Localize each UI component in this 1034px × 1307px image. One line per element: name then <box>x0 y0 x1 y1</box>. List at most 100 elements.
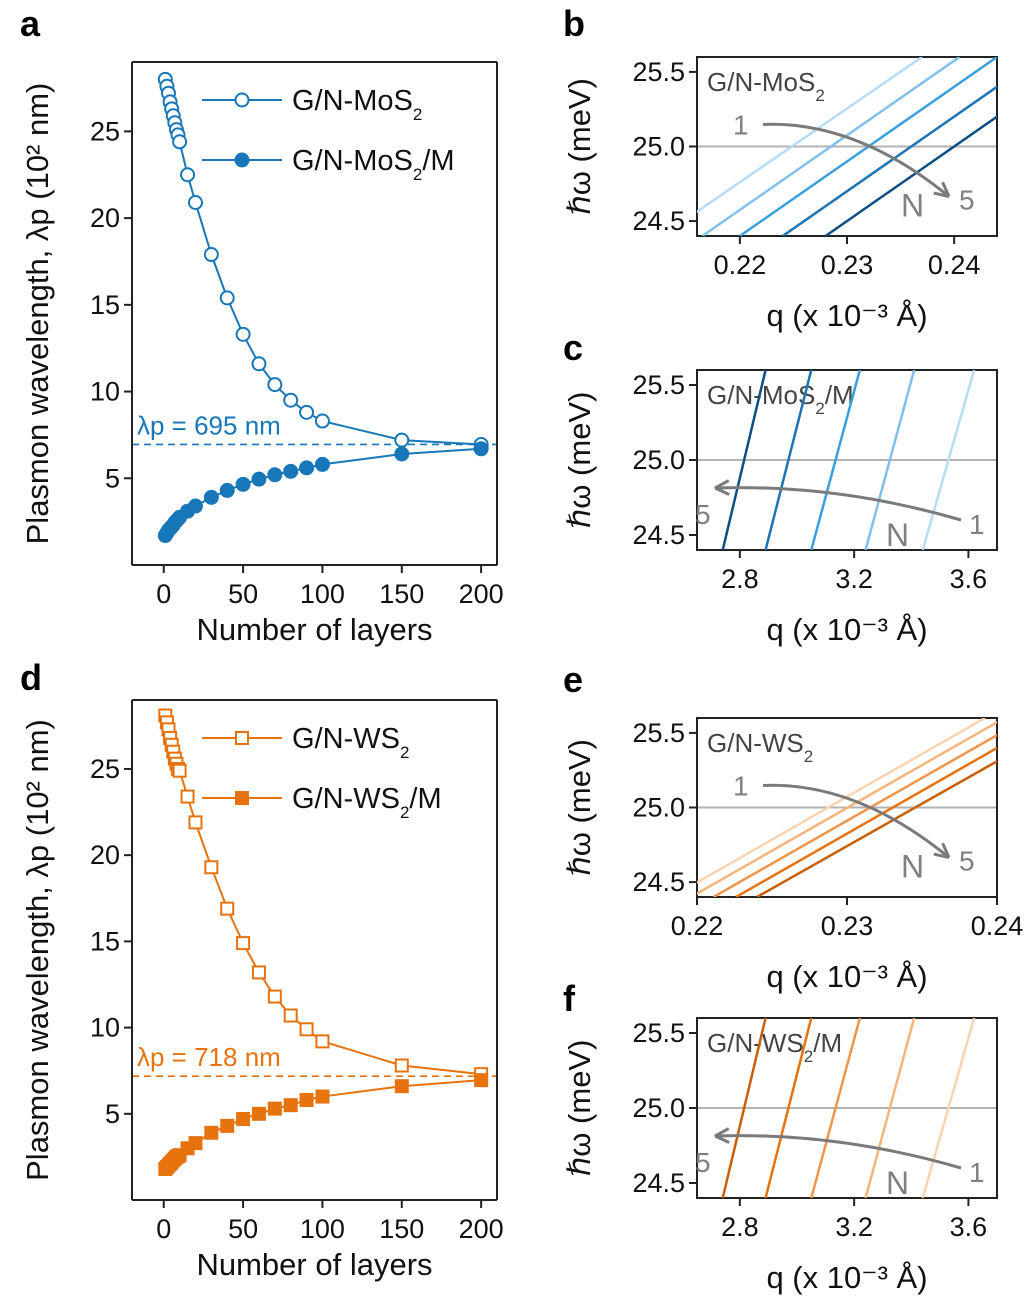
panel-e-dispersion-line-1 <box>697 718 986 884</box>
panel-c-lines <box>721 370 976 550</box>
panel-a-series-1-point <box>251 356 267 372</box>
panel-c-arrow <box>714 486 962 522</box>
panel-c-arrow-end-label: 5 <box>695 499 711 530</box>
panel-f-arrow <box>714 1134 962 1170</box>
panel-b-arrow-start-label: 1 <box>733 110 749 141</box>
panel-d-series-2-point <box>394 1079 409 1094</box>
panel-f-x-tick-label: 3.6 <box>950 1212 988 1242</box>
panel-a-series-1-point <box>172 134 188 150</box>
panel-d-y-tick-label: 15 <box>90 926 120 956</box>
panel-f-x-tick-label: 2.8 <box>721 1212 759 1242</box>
panel-a-y-tick-label: 15 <box>90 290 120 320</box>
panel-d-legend-marker-1 <box>235 731 249 745</box>
panel-e-dispersion-line-4 <box>735 746 997 897</box>
panel-e-arrow-start-label: 1 <box>733 771 749 802</box>
panel-a-letter: a <box>20 3 41 44</box>
panel-b-dispersion-line-4 <box>782 85 997 236</box>
panel-d-y-tick-label: 5 <box>105 1099 120 1129</box>
panel-a-series-1-point <box>187 194 203 210</box>
panel-b-arrow <box>762 122 950 198</box>
panel-d-y-tick-label: 25 <box>90 754 120 784</box>
panel-f-y-tick-label: 25.0 <box>632 1093 685 1123</box>
panel-d-x-tick-label: 200 <box>459 1214 504 1244</box>
panel-a-x-tick-label: 200 <box>459 579 504 609</box>
panel-d-series-2-point <box>474 1073 489 1088</box>
panel-b-series-label: G/N-MoS2 <box>707 67 825 105</box>
panel-a-series-1-point <box>314 413 330 429</box>
panel-d-series-2-point <box>220 1118 235 1133</box>
panel-d-y-tick-label: 10 <box>90 1013 120 1043</box>
panel-a-x-tick-label: 150 <box>379 579 424 609</box>
panel-f-arrow-start-label: 1 <box>969 1157 985 1188</box>
panel-a-y-tick-label: 10 <box>90 377 120 407</box>
panel-a-series-2-point <box>267 467 283 483</box>
panel-c-dispersion-line-2 <box>864 370 916 550</box>
panel-a-series-2-point <box>283 463 299 479</box>
panel-f-arrow-n-label: N <box>886 1165 909 1201</box>
panel-a-y-axis-label: Plasmon wavelength, λp (10² nm) <box>20 83 55 545</box>
panel-a-series-2-point <box>299 460 315 476</box>
panel-a-legend-label-2: G/N-MoS2/M <box>292 145 455 184</box>
panel-f-y-tick-label: 24.5 <box>632 1168 685 1198</box>
panel-a-series-2-point <box>203 489 219 505</box>
panel-d-series-2-point <box>188 1136 203 1151</box>
panel-f-dispersion-line-3 <box>810 1018 862 1198</box>
panel-f-x-tick-label: 3.2 <box>835 1212 873 1242</box>
panel-a-y-tick-label: 20 <box>90 203 120 233</box>
panel-f-dispersion-line-1 <box>921 1018 976 1198</box>
panel-c-y-tick-label: 24.5 <box>632 520 685 550</box>
panel-f-letter: f <box>563 978 576 1019</box>
panel-d-annotation: λp = 718 nm <box>137 1042 281 1072</box>
panel-e-y-tick-label: 25.0 <box>632 793 685 823</box>
panel-f-lines <box>721 1018 976 1198</box>
panel-d-series-1-point <box>315 1034 330 1049</box>
panel-d-y-tick-label: 20 <box>90 840 120 870</box>
panel-d-series-1-point <box>267 989 282 1004</box>
panel-b-dispersion-line-1 <box>697 57 923 214</box>
panel-e-arrow-head <box>933 842 951 859</box>
panel-c-arrow-n-label: N <box>886 517 909 553</box>
panel-a-x-tick-label: 0 <box>156 579 171 609</box>
panel-e-arrow <box>762 783 950 859</box>
panel-e-series-label: G/N-WS2 <box>707 728 813 766</box>
panel-d-y-axis-label: Plasmon wavelength, λp (10² nm) <box>20 719 55 1181</box>
panel-d-series-2-point <box>251 1106 266 1121</box>
panel-a-series-1-point <box>394 432 410 448</box>
panel-d-series-1-point <box>283 1008 298 1023</box>
panel-c-x-tick-label: 3.2 <box>835 564 873 594</box>
panel-d-series-2-point <box>299 1093 314 1107</box>
panel-c-dispersion-line-5 <box>721 370 767 550</box>
panel-d-series-1-point <box>236 936 251 951</box>
panel-a-series-2-point <box>251 471 267 487</box>
panel-d-x-tick-label: 100 <box>300 1214 345 1244</box>
panel-a-series-1-point <box>203 247 219 263</box>
panel-e-dispersion-line-5 <box>756 759 997 897</box>
panel-a-x-tick-label: 50 <box>228 579 258 609</box>
panel-d-series-1-point <box>204 860 219 875</box>
panel-f-dispersion-line-2 <box>864 1018 916 1198</box>
panel-b-letter: b <box>563 3 585 44</box>
panel-b-x-tick-label: 0.23 <box>821 250 874 280</box>
panel-e-y-tick-label: 24.5 <box>632 867 685 897</box>
panel-b-x-tick-label: 0.22 <box>714 250 767 280</box>
panel-c-dispersion-line-3 <box>810 370 862 550</box>
panel-d-x-tick-label: 150 <box>379 1214 424 1244</box>
panel-d-legend-marker-2 <box>235 791 249 805</box>
panel-b-arrow-end-label: 5 <box>959 185 975 216</box>
panel-b-x-axis-label: q (x 10⁻³ Å) <box>766 298 927 333</box>
panel-e-x-tick-label: 0.23 <box>821 911 874 941</box>
panel-e-arrow-end-label: 5 <box>959 846 975 877</box>
panel-b-arrow-n-label: N <box>901 188 924 224</box>
panel-c-x-tick-label: 2.8 <box>721 564 759 594</box>
panel-c-dispersion-line-4 <box>764 370 813 550</box>
panel-c-arrow-head <box>714 479 730 496</box>
panel-b-dispersion-line-5 <box>824 115 997 236</box>
panel-a-series-1-point <box>235 326 251 342</box>
panel-a-legend-marker-2 <box>234 152 250 168</box>
panel-d-series-2-point <box>267 1101 282 1116</box>
panel-c-series-label: G/N-MoS2/M <box>707 380 854 418</box>
panel-a-series-2-point <box>235 476 251 492</box>
panel-f-dispersion-line-4 <box>764 1018 813 1198</box>
panel-d-series-1-point <box>220 901 235 916</box>
panel-a-series-2-point <box>219 482 235 498</box>
